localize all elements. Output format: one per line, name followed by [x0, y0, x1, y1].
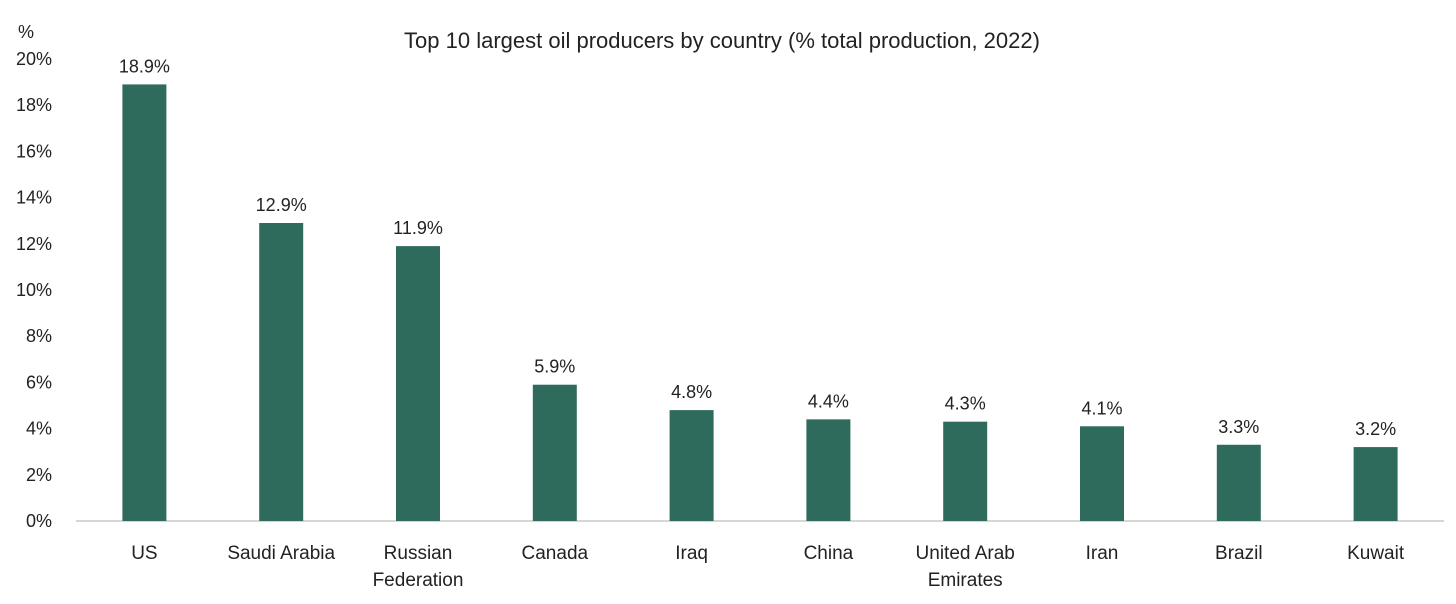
- x-tick-label: Brazil: [1215, 543, 1263, 564]
- x-axis-tick-labels: US Saudi Arabia Russian Federation Canada Ira…: [131, 543, 1405, 591]
- y-tick-label: 2%: [26, 465, 52, 485]
- x-tick-label: Canada: [522, 543, 589, 564]
- bar: [669, 410, 714, 521]
- bar: [259, 223, 304, 521]
- chart-title: Top 10 largest oil producers by country …: [404, 28, 1040, 53]
- bar: [532, 384, 577, 521]
- y-tick-label: 6%: [26, 372, 52, 392]
- bar: [806, 419, 851, 521]
- data-labels-group: 18.9% 12.9% 11.9% 5.9% 4.8% 4.4% 4.3% 4.1% 3.3% 3…: [119, 56, 1396, 439]
- y-tick-label: 8%: [26, 326, 52, 346]
- bar: [1080, 426, 1124, 521]
- bars-group: [122, 84, 1398, 522]
- bar: [943, 421, 988, 521]
- x-tick-label: Saudi Arabia: [227, 543, 335, 564]
- y-tick-label: 12%: [16, 234, 52, 254]
- data-label: 4.8%: [671, 382, 712, 402]
- bar: [1216, 444, 1261, 521]
- bar: [122, 84, 167, 521]
- data-label: 18.9%: [119, 56, 170, 76]
- data-label: 5.9%: [534, 357, 575, 377]
- data-label: 11.9%: [393, 218, 443, 238]
- x-tick-label: Federation: [373, 570, 464, 591]
- y-tick-label: 16%: [16, 141, 52, 161]
- x-tick-label: Iraq: [675, 543, 708, 564]
- x-tick-label: Kuwait: [1347, 543, 1405, 564]
- y-axis-unit-label: %: [18, 22, 34, 42]
- x-tick-label: Iran: [1086, 543, 1119, 564]
- data-label: 4.3%: [945, 394, 986, 414]
- y-axis-ticks: 0% 2% 4% 6% 8% 10% 12% 14% 16% 18% 20%: [16, 49, 52, 531]
- y-tick-label: 18%: [16, 95, 52, 115]
- y-tick-label: 0%: [26, 511, 52, 531]
- data-label: 4.4%: [808, 391, 849, 411]
- y-tick-label: 4%: [26, 419, 52, 439]
- y-tick-label: 14%: [16, 188, 52, 208]
- bar: [396, 246, 440, 522]
- x-tick-label: China: [804, 543, 854, 564]
- x-tick-label: United Arab: [916, 543, 1015, 564]
- data-label: 4.1%: [1081, 398, 1122, 418]
- bar: [1353, 447, 1398, 521]
- x-tick-label: Emirates: [928, 570, 1003, 591]
- data-label: 3.2%: [1355, 419, 1396, 439]
- y-tick-label: 20%: [16, 49, 52, 69]
- y-tick-label: 10%: [16, 280, 52, 300]
- x-tick-label: US: [131, 543, 157, 564]
- data-label: 3.3%: [1218, 417, 1259, 437]
- x-tick-label: Russian: [384, 543, 453, 564]
- data-label: 12.9%: [256, 195, 307, 215]
